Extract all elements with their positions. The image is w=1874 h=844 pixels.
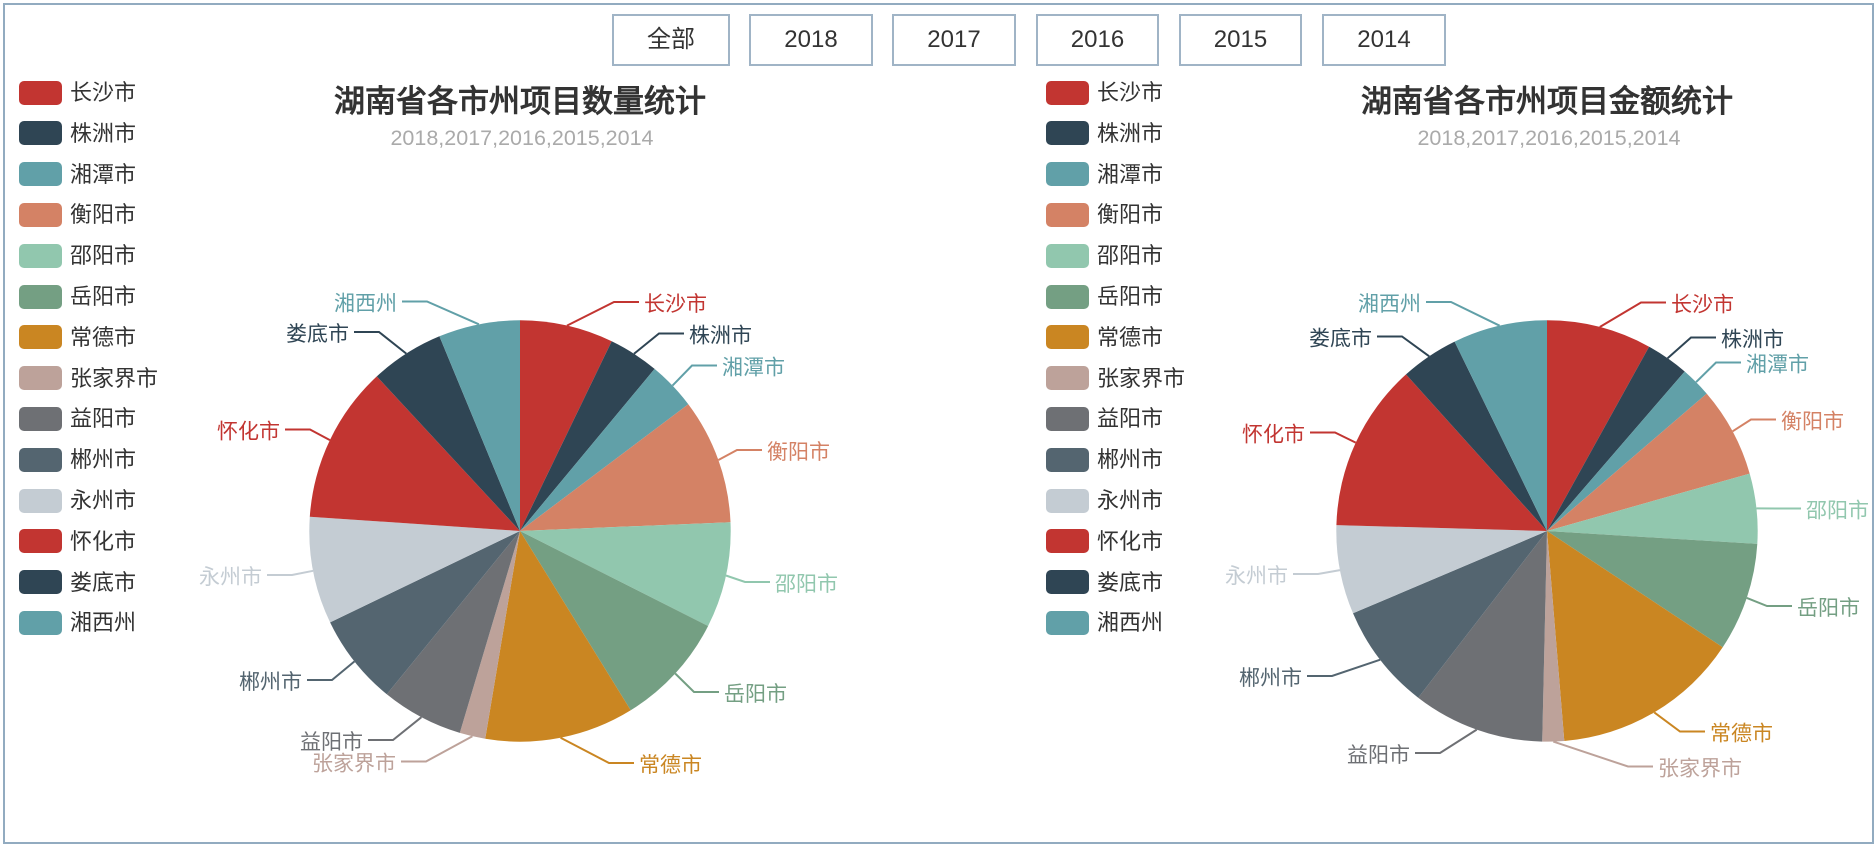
svg-text:常德市: 常德市 <box>1710 723 1773 746</box>
svg-text:怀化市: 怀化市 <box>1242 424 1305 447</box>
svg-text:岳阳市: 岳阳市 <box>724 683 787 706</box>
svg-text:娄底市: 娄底市 <box>286 323 349 346</box>
svg-text:衡阳市: 衡阳市 <box>1781 411 1844 434</box>
svg-text:邵阳市: 邵阳市 <box>775 573 838 596</box>
svg-text:怀化市: 怀化市 <box>217 421 280 444</box>
svg-text:湘西州: 湘西州 <box>1358 293 1421 316</box>
svg-text:永州市: 永州市 <box>1225 565 1288 588</box>
svg-text:湘西州: 湘西州 <box>334 293 397 316</box>
svg-text:益阳市: 益阳市 <box>1347 744 1410 767</box>
svg-text:郴州市: 郴州市 <box>1239 667 1302 690</box>
svg-text:岳阳市: 岳阳市 <box>1797 597 1860 620</box>
svg-text:长沙市: 长沙市 <box>644 293 707 316</box>
svg-text:娄底市: 娄底市 <box>1309 328 1372 351</box>
svg-text:衡阳市: 衡阳市 <box>767 441 830 464</box>
svg-text:湘潭市: 湘潭市 <box>1746 354 1809 377</box>
svg-text:株洲市: 株洲市 <box>1721 329 1784 352</box>
svg-text:益阳市: 益阳市 <box>300 731 363 754</box>
svg-text:郴州市: 郴州市 <box>239 671 302 694</box>
svg-text:湘潭市: 湘潭市 <box>722 357 785 380</box>
svg-text:株洲市: 株洲市 <box>689 325 752 348</box>
svg-text:常德市: 常德市 <box>639 754 702 777</box>
svg-text:永州市: 永州市 <box>199 566 262 589</box>
svg-text:长沙市: 长沙市 <box>1671 294 1734 317</box>
svg-text:张家界市: 张家界市 <box>312 753 396 776</box>
svg-text:张家界市: 张家界市 <box>1658 758 1742 781</box>
svg-text:邵阳市: 邵阳市 <box>1806 500 1869 523</box>
